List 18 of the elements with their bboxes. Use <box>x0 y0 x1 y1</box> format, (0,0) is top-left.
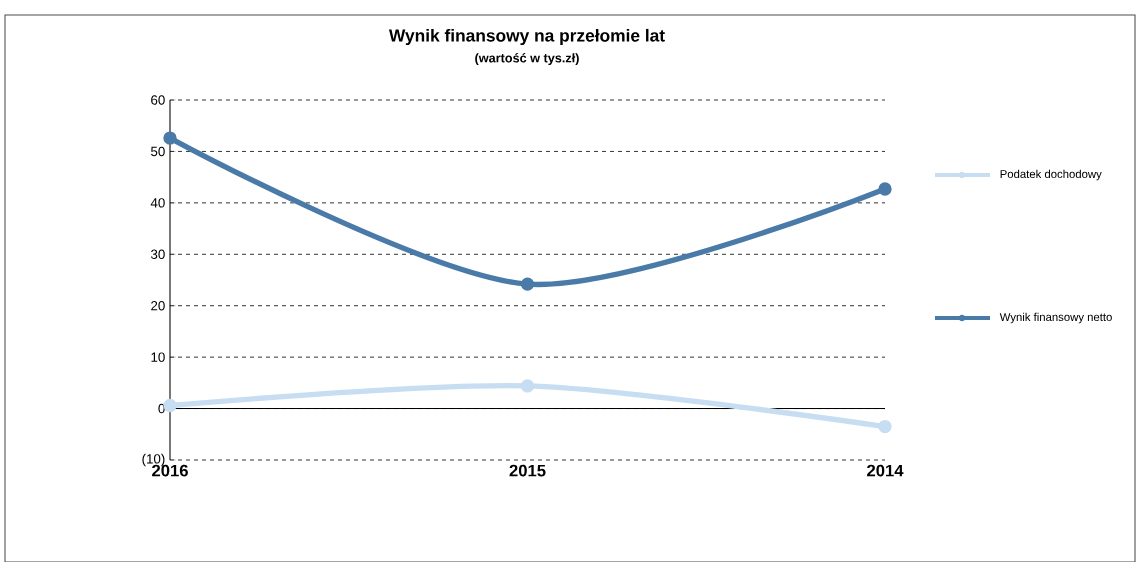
y-tick-label: 40 <box>150 198 165 208</box>
point <box>163 398 177 413</box>
chart-subtitle: (wartość w tys.zł) <box>475 53 579 65</box>
y-tick-label: 20 <box>151 301 165 311</box>
y-tick-label: 30 <box>150 249 165 259</box>
legend-label: Podatek dochodowy <box>1000 169 1102 181</box>
point <box>520 379 535 393</box>
chart-title: Wynik finansowy na przełomie lat <box>388 28 665 46</box>
x-tick-label: 2014 <box>867 464 904 477</box>
legend-label: Wynik finansowy netto <box>999 312 1112 324</box>
point <box>163 131 177 145</box>
y-tick-label: 10 <box>151 352 165 362</box>
y-tick-label: 50 <box>151 146 165 157</box>
x-tick-label: 2015 <box>509 464 546 477</box>
y-tick-label: 60 <box>151 95 165 105</box>
point <box>878 182 892 196</box>
point <box>878 419 892 434</box>
point <box>520 277 535 291</box>
